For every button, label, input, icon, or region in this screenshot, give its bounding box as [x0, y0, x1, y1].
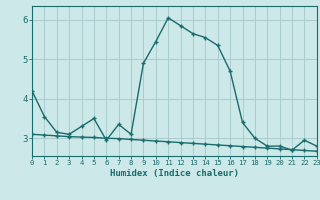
- X-axis label: Humidex (Indice chaleur): Humidex (Indice chaleur): [110, 169, 239, 178]
